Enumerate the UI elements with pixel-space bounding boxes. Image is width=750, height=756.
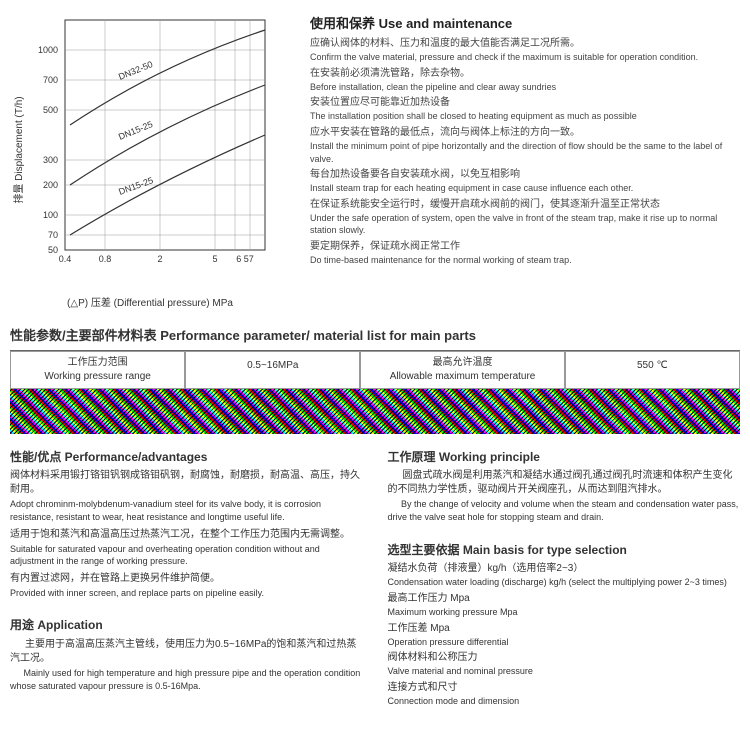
basis-title: 选型主要依据 Main basis for type selection <box>388 542 741 559</box>
basis-item-en: Connection mode and dimension <box>388 695 741 708</box>
use-item-en: Do time-based maintenance for the normal… <box>310 254 740 267</box>
use-item-cn: 应水平安装在管路的最低点，流向与阀体上标注的方向一致。 <box>310 126 740 140</box>
svg-text:500: 500 <box>43 105 58 115</box>
svg-text:DN15-25: DN15-25 <box>117 175 154 197</box>
basis-item-en: Condensation water loading (discharge) k… <box>388 576 741 589</box>
param-table: 工作压力范围Working pressure range 0.5~16MPa 最… <box>0 351 750 389</box>
work-cn: 圆盘式疏水阀是利用蒸汽和凝结水通过阀孔通过阀孔时流速和体积产生变化的不同热力学性… <box>388 469 741 497</box>
perf-title: 性能/优点 Performance/advantages <box>10 449 363 466</box>
use-item-en: Confirm the valve material, pressure and… <box>310 51 740 64</box>
perf-item-cn: 有内置过滤网，并在管路上更换另件维护简便。 <box>10 572 363 586</box>
svg-text:50: 50 <box>48 245 58 255</box>
svg-text:0.8: 0.8 <box>99 254 112 264</box>
svg-text:0.4: 0.4 <box>59 254 72 264</box>
svg-text:700: 700 <box>43 75 58 85</box>
use-item-cn: 每台加热设备要各自安装疏水阀，以免互相影响 <box>310 168 740 182</box>
svg-text:2: 2 <box>157 254 162 264</box>
basis-item-cn: 阀体材料和公称压力 <box>388 651 741 665</box>
corrupted-band <box>10 389 740 434</box>
use-item-cn: 应确认阀体的材料、压力和温度的最大值能否满足工况所需。 <box>310 37 740 51</box>
param-section-title: 性能参数/主要部件材料表 Performance parameter/ mate… <box>0 321 750 347</box>
perf-item-cn: 适用于饱和蒸汽和高温高压过热蒸汽工况，在整个工作压力范围内无需调整。 <box>10 528 363 542</box>
perf-item-cn: 阀体材料采用锻打铬钼钒钢成铬钼矾钢，耐腐蚀，耐磨损，耐高温、高压，持久耐用。 <box>10 469 363 497</box>
perf-item-en: Suitable for saturated vapour and overhe… <box>10 543 363 568</box>
svg-text:1000: 1000 <box>38 45 58 55</box>
svg-text:70: 70 <box>48 230 58 240</box>
basis-item-cn: 最高工作压力 Mpa <box>388 592 741 606</box>
use-item-cn: 要定期保养，保证疏水阀正常工作 <box>310 240 740 254</box>
basis-item-en: Maximum working pressure Mpa <box>388 606 741 619</box>
app-en: Mainly used for high temperature and hig… <box>10 667 363 692</box>
use-maintenance-section: 使用和保养 Use and maintenance 应确认阀体的材料、压力和温度… <box>310 10 740 311</box>
perf-item-en: Provided with inner screen, and replace … <box>10 587 363 600</box>
basis-item-cn: 连接方式和尺寸 <box>388 681 741 695</box>
use-item-en: Under the safe operation of system, open… <box>310 212 740 237</box>
basis-item-en: Operation pressure differential <box>388 636 741 649</box>
use-item-cn: 在保证系统能安全运行时，缓慢开启疏水阀前的阀门，使其逐渐升温至正常状态 <box>310 198 740 212</box>
use-item-en: Install steam trap for each heating equi… <box>310 182 740 195</box>
use-item-en: Install the minimum point of pipe horizo… <box>310 140 740 165</box>
svg-text:排量 Displacement (T/h): 排量 Displacement (T/h) <box>12 96 25 203</box>
svg-text:100: 100 <box>43 210 58 220</box>
displacement-chart: 50 70 100 200 300 500 700 1000 0.4 0.8 2… <box>10 10 290 311</box>
work-en: By the change of velocity and volume whe… <box>388 498 741 523</box>
basis-item-cn: 工作压差 Mpa <box>388 622 741 636</box>
use-item-en: Before installation, clean the pipeline … <box>310 81 740 94</box>
svg-text:5: 5 <box>212 254 217 264</box>
right-column: 工作原理 Working principle 圆盘式疏水阀是利用蒸汽和凝结水通过… <box>388 449 741 708</box>
use-item-cn: 在安装前必须清洗管路，除去杂物。 <box>310 67 740 81</box>
svg-text:6 57: 6 57 <box>236 254 254 264</box>
use-title: 使用和保养 Use and maintenance <box>310 15 740 33</box>
svg-text:200: 200 <box>43 180 58 190</box>
app-cn: 主要用于高温高压蒸汽主管线，使用压力为0.5~16MPa的饱和蒸汽和过热蒸汽工况… <box>10 638 363 666</box>
basis-item-en: Valve material and nominal pressure <box>388 665 741 678</box>
svg-text:300: 300 <box>43 155 58 165</box>
perf-item-en: Adopt chrominm-molybdenum-vanadium steel… <box>10 498 363 523</box>
chart-x-label: (△P) 压差 (Differential pressure) MPa <box>10 297 290 311</box>
use-item-cn: 安装位置应尽可能靠近加热设备 <box>310 96 740 110</box>
app-title: 用途 Application <box>10 617 363 634</box>
basis-item-cn: 凝结水负荷（排液量）kg/h（选用倍率2~3） <box>388 562 741 576</box>
left-column: 性能/优点 Performance/advantages 阀体材料采用锻打铬钼钒… <box>10 449 363 708</box>
work-title: 工作原理 Working principle <box>388 449 741 466</box>
use-item-en: The installation position shall be close… <box>310 110 740 123</box>
